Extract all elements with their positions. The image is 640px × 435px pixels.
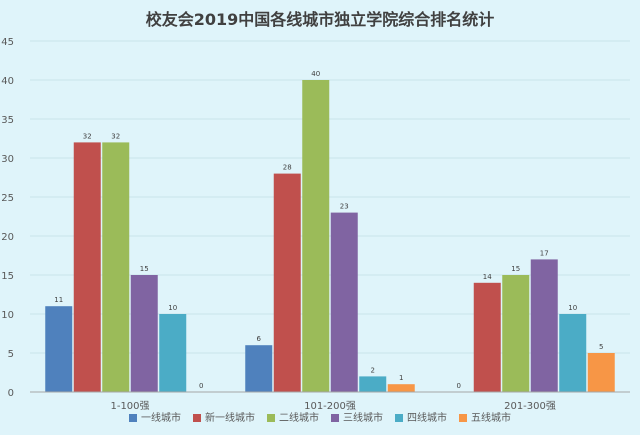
bar — [302, 80, 330, 392]
chart-title: 校友会2019中国各线城市独立学院综合排名统计 — [146, 10, 495, 29]
y-tick-label: 0 — [8, 388, 14, 399]
data-label: 10 — [568, 304, 577, 312]
data-label: 28 — [283, 164, 292, 172]
y-tick-label: 15 — [1, 271, 14, 282]
legend-item: 一线城市 — [129, 411, 181, 424]
legend-item: 二线城市 — [267, 411, 319, 424]
bars — [45, 80, 615, 392]
y-tick-label: 25 — [1, 193, 14, 204]
bar — [245, 345, 273, 392]
bar — [387, 384, 415, 392]
legend-label: 二线城市 — [279, 411, 319, 424]
bar — [559, 314, 587, 392]
gridlines — [30, 40, 630, 354]
data-label: 11 — [54, 296, 63, 304]
y-tick-label: 35 — [1, 115, 14, 126]
data-label: 0 — [457, 382, 461, 390]
legend-item: 四线城市 — [395, 411, 447, 424]
legend-label: 新一线城市 — [205, 411, 255, 424]
x-category-label: 201-300强 — [504, 400, 556, 412]
data-label: 15 — [511, 265, 520, 273]
data-label: 0 — [199, 382, 203, 390]
legend-label: 三线城市 — [343, 411, 383, 424]
legend-label: 五线城市 — [471, 411, 511, 424]
x-axis-categories: 1-100强 101-200强 201-300强 — [110, 400, 555, 412]
y-tick-label: 20 — [1, 232, 14, 243]
bar — [587, 353, 615, 392]
bar — [159, 314, 187, 392]
x-category-label: 101-200强 — [304, 400, 356, 412]
legend-item: 新一线城市 — [193, 411, 255, 424]
legend: 一线城市 新一线城市 二线城市 三线城市 四线城市 五线城市 — [129, 411, 511, 424]
bar — [359, 376, 387, 392]
legend-swatch — [459, 414, 467, 422]
data-label: 6 — [257, 335, 262, 343]
bar — [530, 259, 558, 392]
legend-swatch — [129, 414, 137, 422]
data-label: 32 — [83, 132, 92, 140]
data-label: 40 — [311, 70, 320, 78]
legend-swatch — [267, 414, 275, 422]
data-label: 14 — [483, 273, 492, 281]
y-tick-label: 30 — [1, 154, 14, 165]
legend-swatch — [395, 414, 403, 422]
data-label: 23 — [340, 203, 349, 211]
bar — [502, 275, 530, 392]
legend-swatch — [193, 414, 201, 422]
bar — [273, 173, 301, 392]
legend-swatch — [331, 414, 339, 422]
y-tick-label: 40 — [1, 76, 14, 87]
data-label: 2 — [371, 366, 375, 374]
legend-label: 四线城市 — [407, 411, 447, 424]
y-tick-label: 5 — [8, 349, 14, 360]
data-label: 32 — [111, 132, 120, 140]
bar — [330, 212, 358, 392]
y-axis-ticks: 0 5 10 15 20 25 30 35 40 45 — [1, 37, 14, 399]
bar — [73, 142, 101, 392]
legend-label: 一线城市 — [141, 411, 181, 424]
y-tick-label: 10 — [1, 310, 14, 321]
data-label: 15 — [140, 265, 149, 273]
data-label: 10 — [168, 304, 177, 312]
bar — [45, 306, 73, 392]
bar — [102, 142, 130, 392]
data-label: 5 — [599, 343, 603, 351]
data-label: 1 — [399, 374, 403, 382]
bar — [473, 282, 501, 392]
y-tick-label: 45 — [1, 37, 14, 48]
legend-item: 三线城市 — [331, 411, 383, 424]
bar — [130, 275, 158, 392]
legend-item: 五线城市 — [459, 411, 511, 424]
data-label: 17 — [540, 249, 549, 257]
x-category-label: 1-100强 — [110, 400, 149, 412]
